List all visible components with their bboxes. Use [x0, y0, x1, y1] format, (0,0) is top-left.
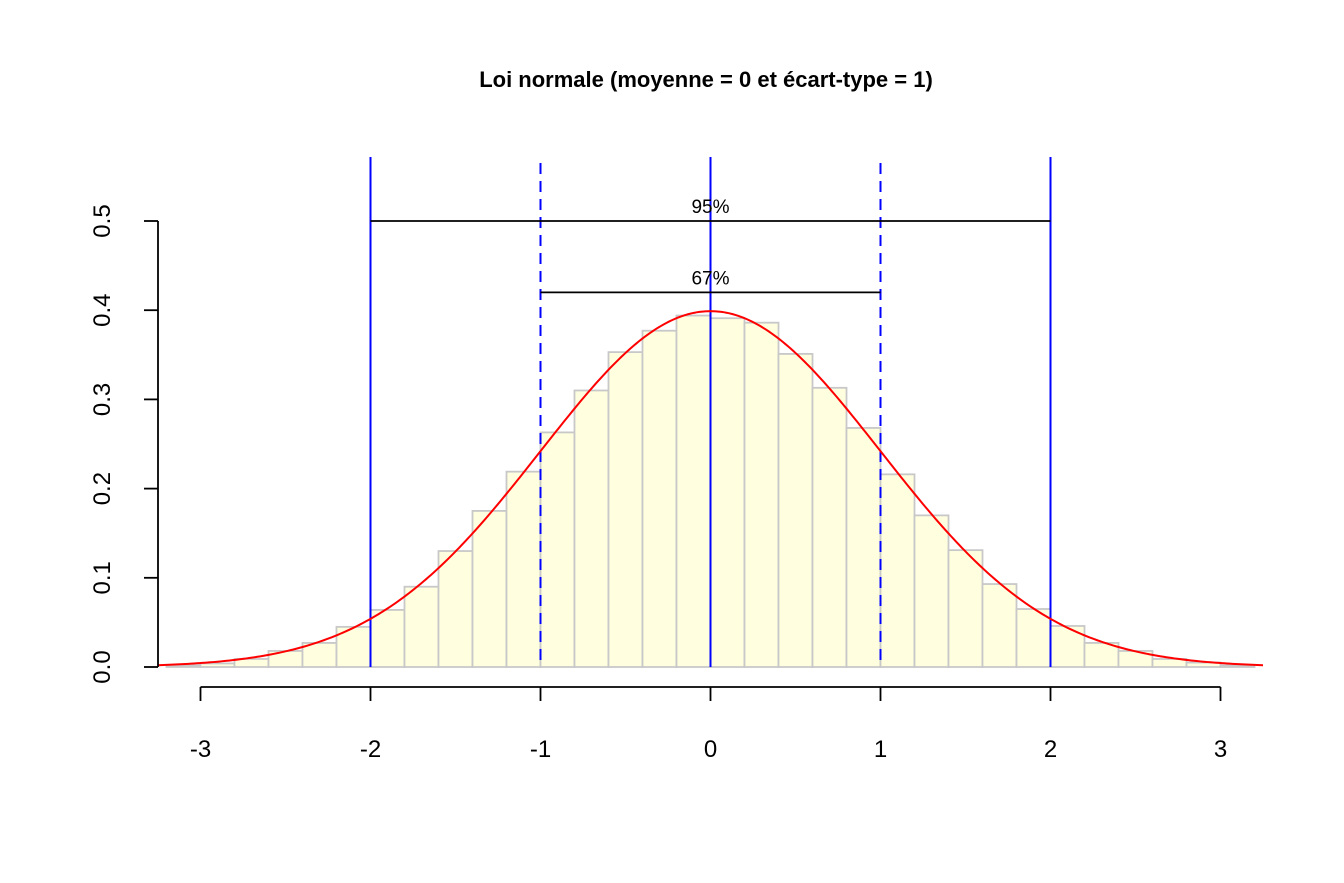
interval-label: 67%: [691, 268, 729, 289]
histogram-bar: [437, 550, 474, 668]
histogram-bar: [573, 389, 610, 668]
x-axis: -3 -2 -1 0 1 2 3: [190, 686, 1227, 763]
y-tick-label: 0.2: [89, 472, 116, 505]
interval-annotations: 95% 67%: [370, 197, 1051, 294]
histogram-bar: [709, 317, 746, 668]
histogram-bar: [607, 351, 644, 668]
x-tick-label: 0: [704, 736, 717, 763]
histogram-bar: [879, 473, 916, 668]
y-tick-label: 0.3: [89, 383, 116, 416]
histogram-bar: [947, 549, 984, 668]
x-tick-label: 2: [1044, 736, 1057, 763]
histogram-bar: [743, 321, 780, 668]
x-tick-label: -3: [190, 736, 211, 763]
histogram-bar: [981, 583, 1018, 668]
histogram-bar: [301, 642, 338, 668]
reference-lines: [369, 157, 1052, 667]
y-tick-label: 0.5: [89, 204, 116, 237]
histogram-bar: [505, 470, 542, 668]
interval-label: 95%: [691, 197, 729, 218]
chart-title: Loi normale (moyenne = 0 et écart-type =…: [479, 67, 933, 92]
histogram-bar: [1015, 608, 1052, 668]
histogram-bar: [641, 329, 678, 668]
x-tick-label: 3: [1214, 736, 1227, 763]
x-tick-label: -1: [530, 736, 551, 763]
histogram-bar: [1083, 642, 1120, 668]
y-axis: 0.0 0.1 0.2 0.3 0.4 0.5: [89, 204, 159, 684]
y-tick-label: 0.0: [89, 650, 116, 683]
density-curve: [157, 310, 1264, 667]
density-curve-layer: [157, 310, 1264, 667]
histogram-bar: [369, 609, 406, 668]
histogram-bar: [913, 514, 950, 668]
histogram-bar: [845, 427, 882, 668]
x-tick-label: -2: [360, 736, 381, 763]
histogram-bar: [675, 314, 712, 668]
histogram-bar: [811, 386, 848, 668]
histogram-bar: [777, 353, 814, 668]
x-tick-label: 1: [874, 736, 887, 763]
histogram-bar: [471, 509, 508, 668]
y-tick-label: 0.4: [89, 294, 116, 327]
histogram-bar: [1219, 664, 1256, 668]
histogram-bar: [403, 585, 440, 668]
y-tick-label: 0.1: [89, 561, 116, 594]
histogram-bar: [199, 662, 236, 668]
histogram-bar: [539, 431, 576, 668]
